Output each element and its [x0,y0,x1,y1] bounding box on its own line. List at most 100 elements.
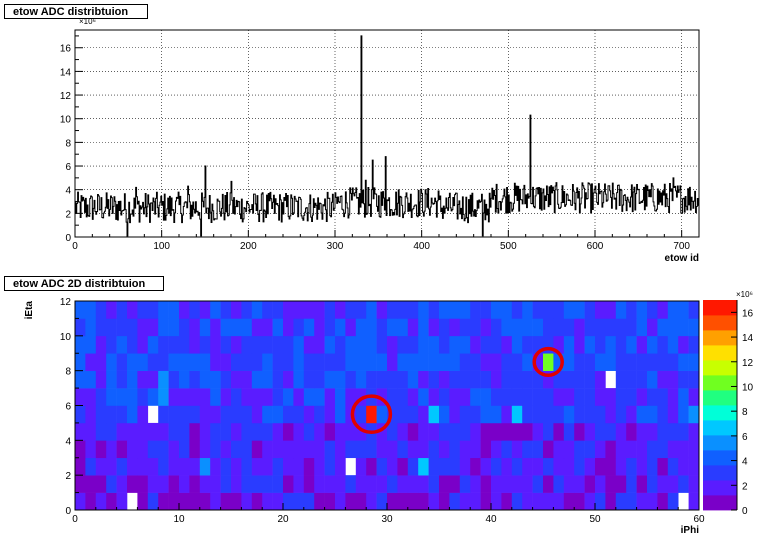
heatmap-cell [626,370,637,389]
heatmap-cell [85,301,97,319]
heatmap-cell [189,422,201,441]
heatmap-cell [501,301,513,319]
heatmap-cell [449,370,461,389]
heatmap-cell [106,318,117,337]
heatmap-cell [387,457,398,476]
color-scale: 0 2 4 6 8 10 12 14 16 [703,300,754,517]
heatmap-cell [459,475,471,493]
heatmap-cell [179,388,190,406]
heatmap-cell [470,405,481,424]
heatmap-cell [459,301,471,319]
heatmap-cell [189,301,201,319]
heatmap-cell [626,475,637,493]
heatmap-cell [667,301,679,319]
heatmap-cell [501,353,513,371]
heatmap-cell [158,440,169,459]
heatmap-cell [283,405,294,424]
heatmap-cell [168,335,180,354]
heatmap-cell [407,301,419,319]
heatmap-cell [116,405,128,424]
heatmap-cell [511,318,523,337]
heatmap-cell [116,318,128,337]
heatmap-cell [376,353,388,371]
heatmap-cell [491,492,502,511]
heatmap-cell [470,301,481,319]
heatmap-cell [231,370,242,389]
heatmap-cell [303,422,315,441]
heatmap-cell [303,301,315,319]
heatmap-cell [179,370,190,389]
heatmap-cell [210,475,221,493]
heatmap-cell [262,353,273,371]
y-tick-label: 6 [65,162,71,173]
heatmap-cell [543,475,554,493]
heatmap-cell [439,457,450,476]
y-tick-label: 6 [65,402,71,413]
heatmap-cell [116,335,128,354]
heatmap-cell [251,492,263,511]
heatmap-cell [439,405,450,424]
heatmap-cell [272,353,284,371]
heatmap-cell [293,492,305,511]
heatmap-cell [168,318,180,337]
heatmap-cell [647,353,658,371]
heatmap-cell [584,370,596,389]
heatmap-cell [501,388,513,406]
heatmap-cell [688,335,700,354]
heatmap-cell [95,440,107,459]
heatmap-cell [272,370,284,389]
heatmap-cell [584,492,596,511]
heatmap-cell [137,457,149,476]
heatmap-cell [210,492,221,511]
heatmap-cell [75,492,86,511]
heatmap-cell [293,353,305,371]
heatmap-cell [501,475,513,493]
heatmap-cell [626,422,637,441]
heatmap-cell [106,335,117,354]
heatmap-cell [272,388,284,406]
heatmap-cell [387,475,398,493]
heatmap-cell [480,492,492,511]
heatmap-cell [303,353,315,371]
heatmap-cell [522,335,533,354]
heatmap-cell [199,492,211,511]
heatmap-cell [397,457,409,476]
heatmap-cell [563,492,575,511]
heatmap-cell [574,353,585,371]
heatmap-cell [532,440,544,459]
heatmap-cell [470,388,481,406]
heatmap-cell [303,457,315,476]
heatmap-cell [272,492,284,511]
heatmap-cell [335,405,346,424]
heatmap-cell [397,388,409,406]
heatmap-cell [418,405,429,424]
heatmap-cell [459,405,471,424]
heatmap-cell [137,301,149,319]
heatmap-cell [293,457,305,476]
heatmap-cell [449,492,461,511]
heatmap-cell [355,422,367,441]
heatmap-cell [272,457,284,476]
heatmap-cell [262,457,273,476]
heatmap-cell [85,475,97,493]
heatmap-cell [106,370,117,389]
heatmap-cell [470,457,481,476]
color-scale-tick-label: 2 [742,481,748,492]
heatmap-cell [480,388,492,406]
heatmap-cell [147,370,159,389]
heatmap-cell [584,301,596,319]
heatmap-cell [241,353,253,371]
heatmap-cell [615,405,627,424]
heatmap-cell [563,353,575,371]
y-tick-label: 14 [60,67,72,78]
heatmap-cell [407,440,419,459]
color-scale-tick-label: 12 [742,358,754,369]
heatmap-cell [116,492,128,511]
heatmap-cell [449,475,461,493]
heatmap-cell [179,335,190,354]
heatmap-cell [137,353,149,371]
heatmap-cell [314,457,325,476]
heatmap-cell [137,422,149,441]
heatmap-cell [615,353,627,371]
heatmap-cell [158,370,169,389]
